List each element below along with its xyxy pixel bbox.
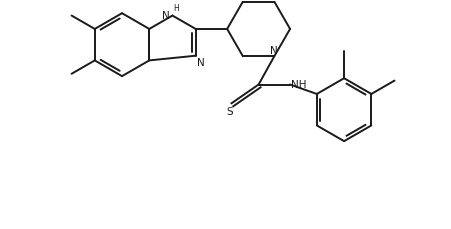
Text: N: N [270, 46, 278, 56]
Text: N: N [196, 57, 204, 67]
Text: S: S [226, 107, 232, 117]
Text: NH: NH [290, 79, 306, 89]
Text: N: N [161, 11, 169, 20]
Text: H: H [173, 4, 179, 13]
